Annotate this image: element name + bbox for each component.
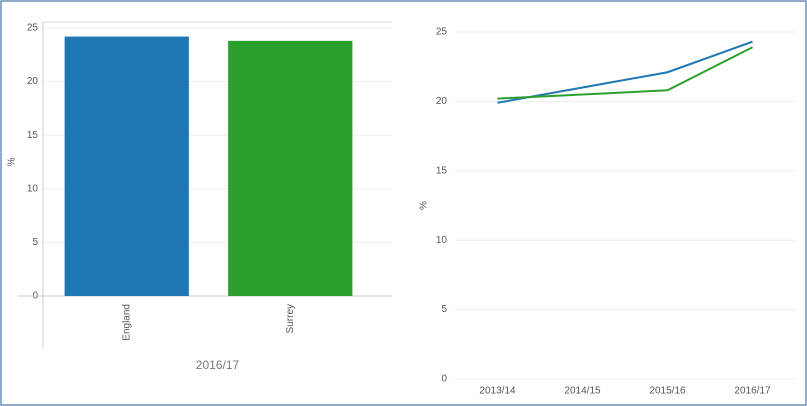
- y-tick-label: 25: [436, 27, 448, 38]
- x-tick-label: England: [121, 304, 132, 341]
- line-series: [497, 40, 753, 104]
- x-tick-label: 2015/16: [649, 386, 686, 397]
- y-axis-label: %: [419, 201, 430, 210]
- y-tick-label: 10: [27, 183, 39, 194]
- x-tick-label: 2013/14: [479, 386, 516, 397]
- x-tick-label: 2016/17: [734, 386, 771, 397]
- bar: [228, 40, 353, 296]
- y-tick-label: 20: [436, 96, 448, 107]
- bar: [64, 36, 189, 297]
- y-tick-label: 15: [436, 165, 448, 176]
- y-tick-label: 15: [27, 130, 39, 141]
- line-series: [497, 46, 753, 100]
- y-tick-label: 5: [32, 237, 38, 248]
- x-tick-label: Surrey: [285, 304, 296, 333]
- group-label: 2016/17: [196, 358, 240, 372]
- y-tick-label: 0: [441, 374, 447, 385]
- y-tick-label: 20: [27, 76, 39, 87]
- y-tick-label: 25: [27, 23, 39, 34]
- x-tick-label: 2014/15: [564, 386, 601, 397]
- y-tick-label: 10: [436, 235, 448, 246]
- y-axis-label: %: [7, 157, 18, 166]
- y-tick-label: 5: [441, 304, 447, 315]
